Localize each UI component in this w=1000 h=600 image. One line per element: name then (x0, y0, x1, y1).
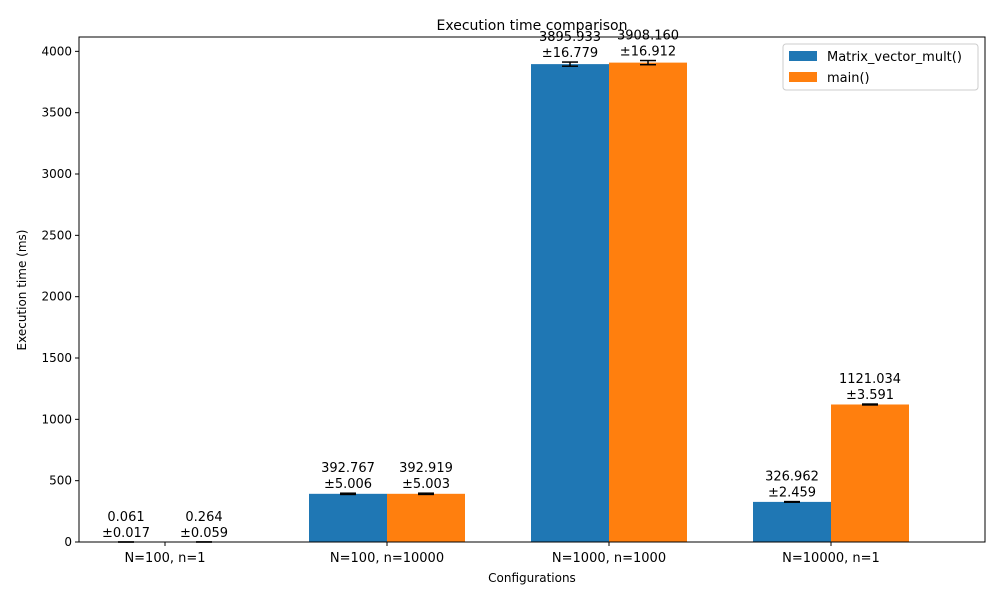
plot-area: 0.061±0.017 392.767±5.006 3895.933±16.779 3… (87, 29, 909, 543)
bar-matrix-vector-mult (531, 64, 609, 542)
bar-value-label: 1121.034 (839, 372, 901, 387)
bar-main (387, 493, 465, 542)
legend-swatch (789, 72, 817, 82)
bar-value-label: 0.061 (107, 510, 144, 525)
y-tick-label: 0 (64, 535, 72, 549)
x-tick-label: N=10000, n=1 (782, 551, 880, 566)
bar-error-label: ±5.006 (324, 477, 372, 492)
bar-main (831, 404, 909, 542)
y-tick-label: 3000 (41, 167, 72, 181)
legend: Matrix_vector_mult() main() (782, 43, 979, 91)
bar-value-label: 392.767 (321, 461, 375, 476)
bar-matrix-vector-mult (753, 501, 831, 542)
y-tick-label: 1500 (41, 351, 72, 365)
y-axis-label: Execution time (ms) (15, 230, 29, 351)
legend-box (782, 43, 979, 91)
bar-matrix-vector-mult (309, 493, 387, 542)
bar-error-label: ±2.459 (768, 486, 816, 501)
y-tick-label: 1000 (41, 412, 72, 426)
y-tick-label: 2000 (41, 290, 72, 304)
x-axis: N=100, n=1 N=100, n=10000 N=1000, n=1000 N=… (124, 542, 880, 566)
legend-label: main() (827, 71, 870, 86)
bar-value-label: 3908.160 (617, 29, 679, 44)
bar-error-label: ±5.003 (402, 477, 450, 492)
bar-error-label: ±16.912 (620, 45, 676, 60)
bar-error-label: ±0.059 (180, 526, 228, 541)
x-axis-label: Configurations (488, 571, 576, 585)
y-tick-label: 500 (49, 474, 72, 488)
bar-value-label: 0.264 (185, 510, 222, 525)
legend-swatch (789, 51, 817, 61)
plot-frame (78, 36, 986, 543)
y-axis: 0 500 1000 1500 2000 2500 3000 3500 4000 (41, 44, 79, 549)
x-tick-label: N=100, n=1 (124, 551, 205, 566)
y-tick-label: 2500 (41, 228, 72, 242)
bar-error-label: ±0.017 (102, 526, 150, 541)
chart-title: Execution time comparison (437, 18, 628, 34)
legend-label: Matrix_vector_mult() (827, 50, 962, 65)
bar-error-label: ±3.591 (846, 388, 894, 403)
y-tick-label: 3500 (41, 106, 72, 120)
bar-error-label: ±16.779 (542, 46, 598, 61)
x-tick-label: N=1000, n=1000 (552, 551, 666, 566)
bar-value-label: 326.962 (765, 470, 819, 485)
bar-value-label: 3895.933 (539, 30, 601, 45)
bar-main (609, 62, 687, 542)
x-tick-label: N=100, n=10000 (330, 551, 444, 566)
bar-value-label: 392.919 (399, 461, 453, 476)
y-tick-label: 4000 (41, 44, 72, 58)
